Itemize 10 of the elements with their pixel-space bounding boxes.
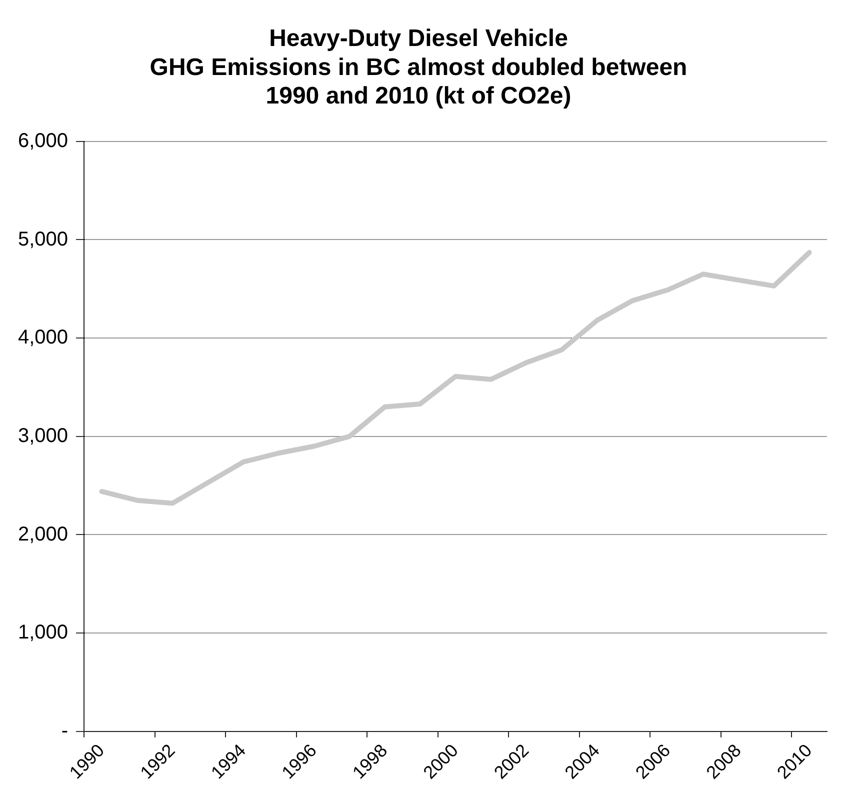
text: GHG Emissions in BC almost doubled between — [150, 54, 688, 81]
text: Heavy-Duty Diesel Vehicle — [269, 25, 568, 52]
y-tick-label: 5,000 — [18, 228, 68, 250]
y-tick-label: 4,000 — [18, 326, 68, 349]
y-tick-label: 1,000 — [18, 622, 68, 644]
text: 1990 and 2010 (kt of CO2e) — [266, 82, 572, 110]
y-tick-label: 3,000 — [18, 424, 68, 447]
y-tick-label: - — [61, 720, 68, 742]
y-tick-label: 2,000 — [18, 523, 68, 546]
y-tick-label: 6,000 — [18, 130, 68, 152]
